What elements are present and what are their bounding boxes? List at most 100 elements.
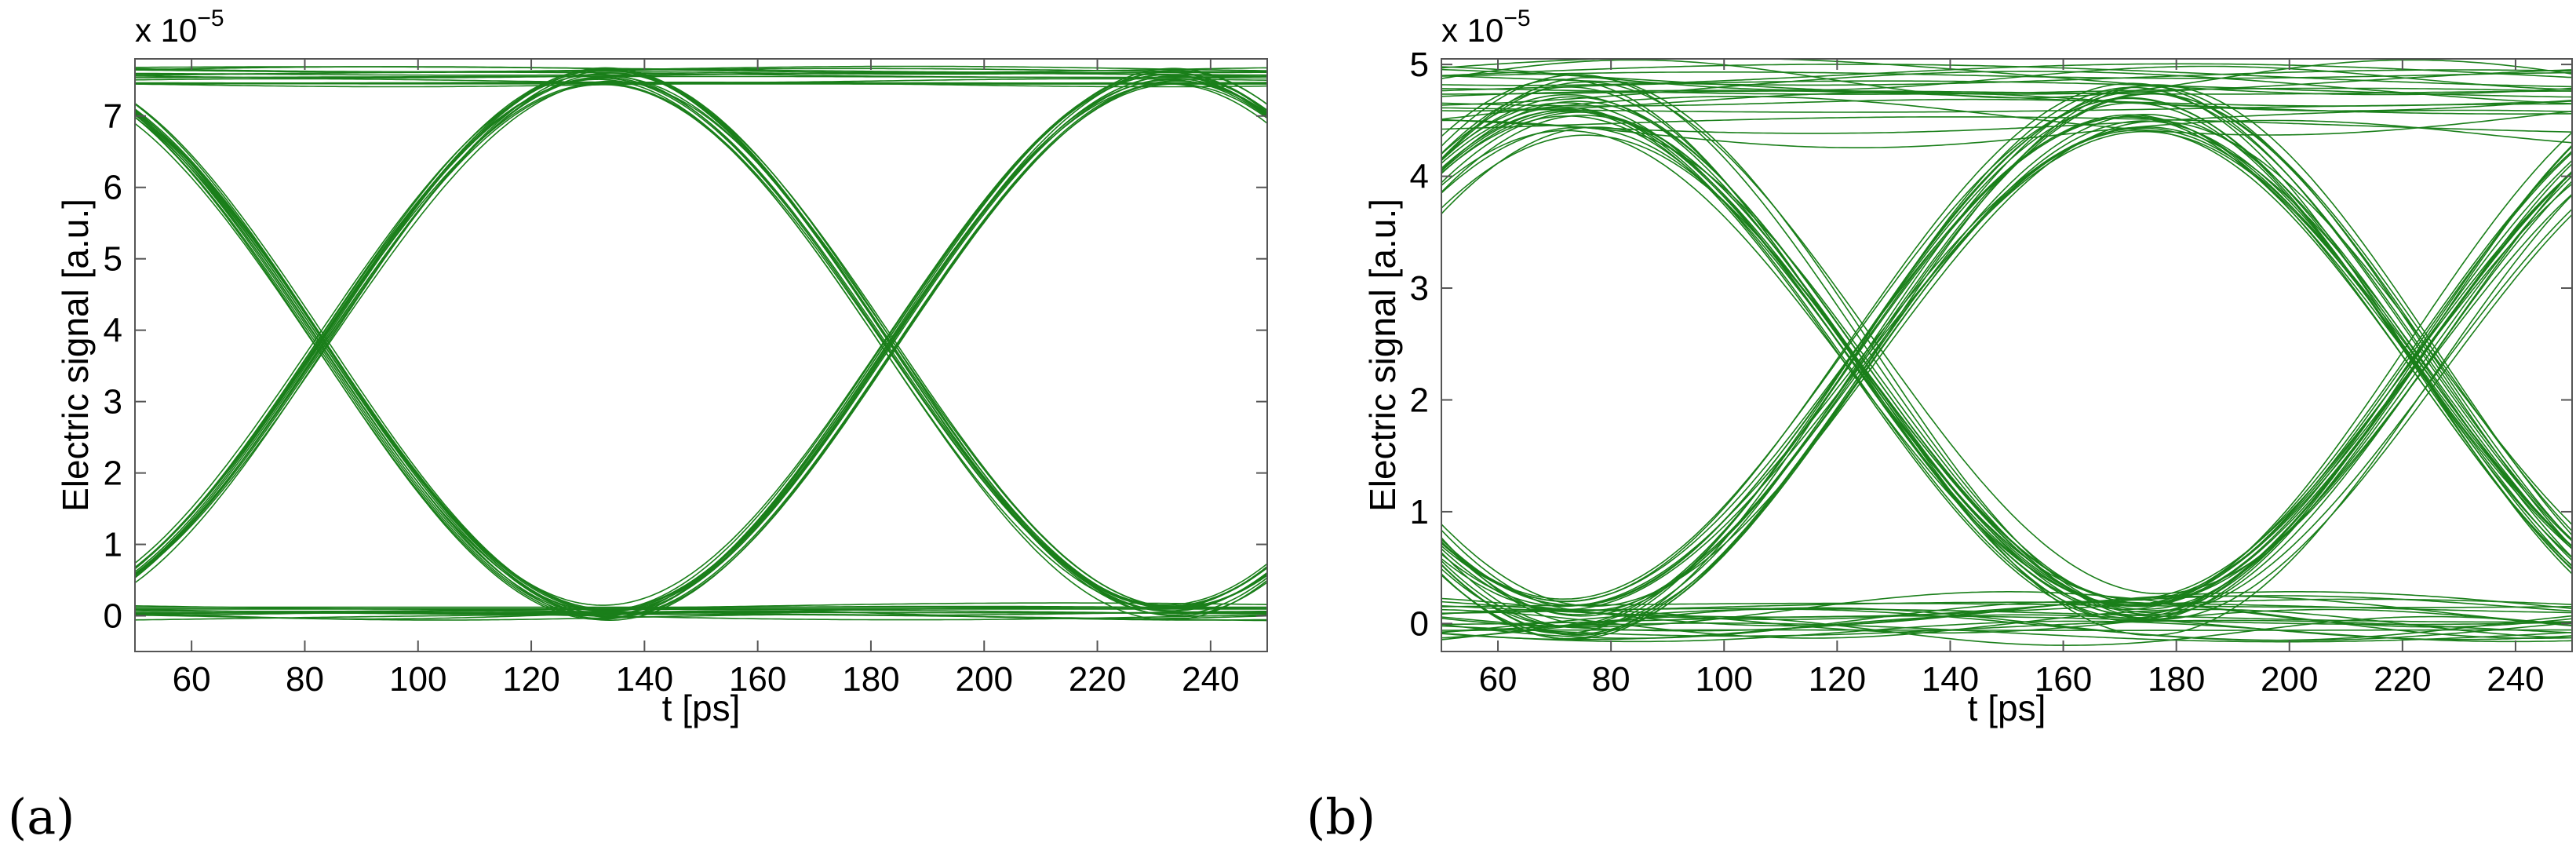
x-tick-label-120: 120 (1809, 660, 1866, 699)
trace-cosA-8 (1441, 116, 2572, 627)
trace-high-15 (1441, 98, 2572, 107)
x-tick-label-180: 180 (842, 660, 899, 699)
x-axis-label: t [ps] (1968, 688, 2046, 728)
trace-cosA-19 (1441, 113, 2572, 635)
trace-low-13 (1441, 615, 2572, 626)
trace-low-19 (1441, 608, 2572, 641)
y-tick-label-3: 3 (1410, 269, 1429, 308)
y-multiplier: x 10−5 (1441, 5, 1531, 49)
y-tick-label-1: 1 (1410, 493, 1429, 531)
y-tick-label-5: 5 (104, 240, 122, 279)
trace-high-11 (1441, 71, 2572, 106)
trace-cosB-20 (1441, 109, 2572, 622)
trace-cosA-6 (1441, 130, 2572, 640)
trace-low-5 (1441, 598, 2572, 619)
trace-cosB-9 (135, 74, 1267, 617)
trace-cosB-19 (1441, 115, 2572, 600)
trace-high-1 (1441, 68, 2572, 95)
x-tick-label-200: 200 (956, 660, 1013, 699)
trace-cosB-15 (1441, 130, 2572, 605)
trace-low-18 (1441, 622, 2572, 643)
y-multiplier-exponent: −5 (197, 5, 224, 31)
y-tick-label-1: 1 (104, 526, 122, 564)
y-tick-label-6: 6 (104, 169, 122, 207)
trace-high-20 (1441, 63, 2572, 86)
panel-label-b: (b) (1306, 788, 1375, 845)
x-tick-label-80: 80 (1592, 660, 1630, 699)
trace-low-8 (1441, 607, 2572, 641)
trace-high-3 (1441, 109, 2572, 134)
trace-cosB-1 (135, 80, 1267, 618)
y-tick-label-0: 0 (104, 597, 122, 636)
trace-cosA-15 (1441, 120, 2572, 608)
x-axis-label: t [ps] (662, 688, 741, 728)
trace-cosA-11 (135, 82, 1267, 608)
y-tick-label-2: 2 (104, 454, 122, 493)
trace-cosA-18 (1441, 91, 2572, 607)
trace-cosB-6 (1441, 126, 2572, 604)
y-tick-label-4: 4 (104, 312, 122, 350)
traces-group (135, 65, 1267, 622)
trace-cosA-3 (1441, 115, 2572, 602)
trace-cosB-17 (1441, 102, 2572, 606)
trace-low-13 (135, 605, 1267, 612)
trace-cosA-20 (1441, 82, 2572, 603)
trace-cosB-12 (135, 83, 1267, 622)
trace-low-14 (135, 611, 1267, 614)
trace-cosA-12 (135, 77, 1267, 608)
x-tick-label-100: 100 (1696, 660, 1753, 699)
y-multiplier: x 10−5 (135, 5, 224, 49)
y-tick-label-5: 5 (1410, 46, 1429, 84)
trace-cosA-1 (135, 80, 1267, 608)
trace-cosA-10 (1441, 84, 2572, 626)
trace-cosA-4 (135, 75, 1267, 610)
panel-label-a: (a) (8, 788, 75, 845)
trace-high-2 (1441, 64, 2572, 88)
x-tick-label-60: 60 (1479, 660, 1518, 699)
trace-cosA-7 (135, 78, 1267, 610)
trace-high-11 (135, 82, 1267, 84)
trace-cosB-6 (135, 69, 1267, 612)
trace-cosB-18 (1441, 100, 2572, 611)
x-tick-label-60: 60 (173, 660, 211, 699)
trace-high-5 (1441, 91, 2572, 112)
trace-cosA-9 (135, 67, 1267, 612)
eye-diagram-chart-a: 60 80 100 120 140 160 180 200 220 240 0 1 2 3 4 5 6 7 t [p… (55, 5, 1268, 728)
trace-high-13 (135, 75, 1267, 78)
trace-high-18 (1441, 65, 2572, 91)
trace-cosB-13 (1441, 111, 2572, 619)
trace-low-20 (1441, 595, 2572, 627)
trace-cosB-5 (1441, 78, 2572, 611)
trace-cosA-17 (1441, 102, 2572, 606)
eye-diagram-chart-b: 60 80 100 120 140 160 180 200 220 240 0 1 2 3 4 5 t [ps]… (1362, 5, 2573, 728)
trace-cosB-3 (135, 74, 1267, 620)
axes-frame (134, 58, 1268, 652)
x-tick-label-240: 240 (1182, 660, 1239, 699)
y-tick-label-7: 7 (104, 97, 122, 136)
y-multiplier-exponent: −5 (1503, 5, 1530, 31)
trace-cosA-8 (135, 69, 1267, 611)
y-axis-label: Electric signal [a.u.] (55, 199, 96, 512)
trace-cosB-2 (135, 80, 1267, 619)
trace-high-10 (1441, 59, 2572, 96)
x-tick-label-160: 160 (2035, 660, 2092, 699)
trace-cosB-11 (1441, 81, 2572, 595)
x-tick-label-220: 220 (1069, 660, 1126, 699)
trace-low-15 (1441, 608, 2572, 623)
trace-high-7 (1441, 96, 2572, 136)
trace-high-10 (135, 66, 1267, 74)
trace-cosB-11 (135, 68, 1267, 612)
y-tick-label-3: 3 (104, 383, 122, 422)
trace-cosA-6 (135, 69, 1267, 617)
y-tick-label-2: 2 (1410, 381, 1429, 419)
trace-cosB-4 (135, 71, 1267, 611)
trace-cosA-5 (135, 72, 1267, 608)
x-tick-label-80: 80 (286, 660, 324, 699)
trace-cosB-5 (135, 71, 1267, 606)
trace-high-17 (1441, 90, 2572, 95)
trace-low-16 (1441, 629, 2572, 632)
trace-high-12 (135, 72, 1267, 76)
x-tick-label-120: 120 (502, 660, 559, 699)
trace-cosB-13 (135, 78, 1267, 616)
